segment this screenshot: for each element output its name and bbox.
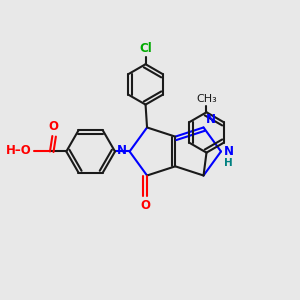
Text: Cl: Cl bbox=[139, 42, 152, 55]
Text: O: O bbox=[48, 120, 58, 133]
Text: N: N bbox=[224, 145, 234, 158]
Text: CH₃: CH₃ bbox=[196, 94, 217, 104]
Text: O: O bbox=[141, 199, 151, 212]
Text: N: N bbox=[117, 144, 127, 158]
Text: N: N bbox=[206, 113, 216, 126]
Text: H: H bbox=[224, 158, 233, 168]
Text: H–O: H–O bbox=[5, 144, 31, 158]
